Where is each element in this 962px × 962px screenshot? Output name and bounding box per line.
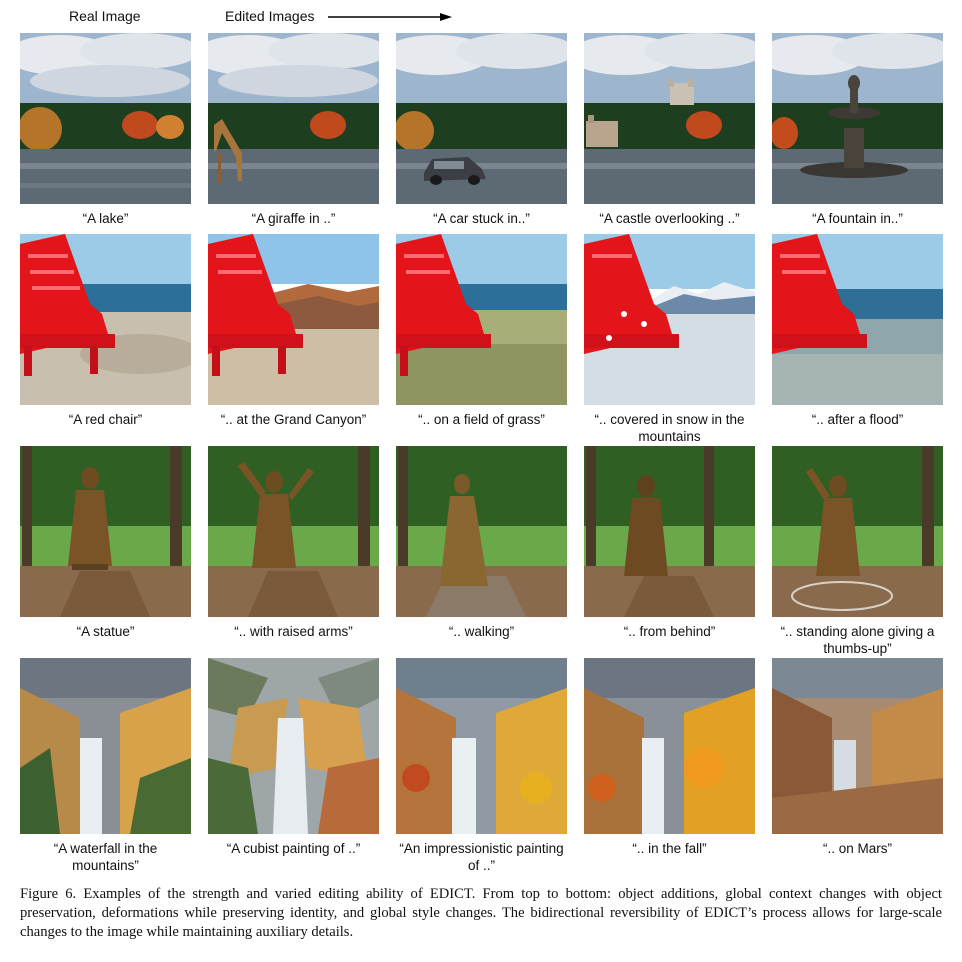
- figure-cell: “An impressionistic painting of ..”: [396, 658, 567, 874]
- red-chair-beach-photo: [20, 234, 191, 405]
- image-caption: “.. at the Grand Canyon”: [220, 412, 367, 427]
- figure-cell: “.. on Mars”: [772, 658, 943, 857]
- image-caption: “A car stuck in..”: [433, 211, 530, 226]
- waterfall-mars-photo: [772, 658, 943, 834]
- figure-cell: “A cubist painting of ..”: [208, 658, 379, 857]
- lake-giraffe-photo: [208, 33, 379, 204]
- figure-cell: “A lake”: [20, 33, 191, 227]
- figure-cell: “.. at the Grand Canyon”: [208, 234, 379, 428]
- image-caption: “A lake”: [82, 211, 129, 226]
- figure-cell: “A fountain in..”: [772, 33, 943, 227]
- figure-cell: “A statue”: [20, 446, 191, 640]
- figure-cell: “A castle overlooking ..”: [584, 33, 755, 227]
- image-caption: “A red chair”: [68, 412, 143, 427]
- image-caption: “A giraffe in ..”: [251, 211, 336, 226]
- figure-cell: “.. after a flood”: [772, 234, 943, 428]
- figure-cell: “.. covered in snow in the mountains: [584, 234, 755, 445]
- statue-behind-photo: [584, 446, 755, 617]
- image-caption: “.. from behind”: [623, 624, 716, 639]
- image-caption: “A cubist painting of ..”: [226, 841, 361, 856]
- figure-caption: Figure 6. Examples of the strength and v…: [20, 886, 942, 940]
- image-caption: “A castle overlooking ..”: [599, 211, 740, 226]
- edited-images-label: Edited Images: [225, 8, 315, 24]
- image-caption: “.. walking”: [448, 624, 515, 639]
- figure-cell: “.. in the fall”: [584, 658, 755, 857]
- figure-cell: “.. standing alone giving a thumbs-up”: [772, 446, 943, 657]
- waterfall-photo: [20, 658, 191, 834]
- image-caption: “.. on Mars”: [822, 841, 892, 856]
- statue-walking-photo: [396, 446, 567, 617]
- image-caption: “.. on a field of grass”: [418, 412, 545, 427]
- statue-thumbs-up-photo: [772, 446, 943, 617]
- lake-photo: [20, 33, 191, 204]
- image-caption: “An impressionistic painting of ..”: [399, 841, 564, 873]
- image-caption: “.. with raised arms”: [234, 624, 353, 639]
- figure-cell: “A waterfall in the mountains”: [20, 658, 191, 874]
- image-caption: “A waterfall in the mountains”: [53, 841, 158, 873]
- figure-cell: “.. on a field of grass”: [396, 234, 567, 428]
- waterfall-impressionist-image: [396, 658, 567, 834]
- right-arrow-icon: [328, 13, 452, 21]
- figure-cell: “.. with raised arms”: [208, 446, 379, 640]
- figure-cell: “A red chair”: [20, 234, 191, 428]
- image-caption: “.. standing alone giving a thumbs-up”: [780, 624, 935, 656]
- lake-castle-photo: [584, 33, 755, 204]
- statue-raised-arms-photo: [208, 446, 379, 617]
- lake-car-photo: [396, 33, 567, 204]
- image-caption: “.. after a flood”: [811, 412, 904, 427]
- image-caption: “A fountain in..”: [812, 211, 903, 226]
- red-chair-grass-photo: [396, 234, 567, 405]
- red-chair-snow-photo: [584, 234, 755, 405]
- statue-photo: [20, 446, 191, 617]
- image-caption: “.. covered in snow in the mountains: [594, 412, 745, 444]
- waterfall-fall-photo: [584, 658, 755, 834]
- lake-fountain-photo: [772, 33, 943, 204]
- image-caption: “A statue”: [76, 624, 135, 639]
- figure-cell: “.. walking”: [396, 446, 567, 640]
- red-chair-canyon-photo: [208, 234, 379, 405]
- waterfall-cubist-image: [208, 658, 379, 834]
- figure-cell: “A giraffe in ..”: [208, 33, 379, 227]
- red-chair-flood-photo: [772, 234, 943, 405]
- figure-cell: “A car stuck in..”: [396, 33, 567, 227]
- real-image-label: Real Image: [69, 8, 141, 24]
- image-caption: “.. in the fall”: [632, 841, 707, 856]
- figure-cell: “.. from behind”: [584, 446, 755, 640]
